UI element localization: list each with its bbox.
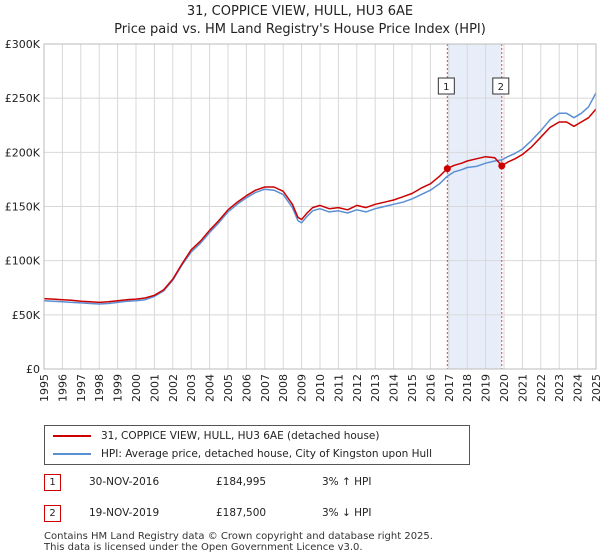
x-tick-label: 1997: [75, 374, 88, 402]
chart-legend: 31, COPPICE VIEW, HULL, HU3 6AE (detache…: [44, 425, 470, 465]
x-tick-label: 2008: [277, 374, 290, 402]
y-tick-label: £200K: [5, 146, 41, 159]
x-tick-label: 2017: [443, 374, 456, 402]
x-tick-label: 2001: [148, 374, 161, 402]
legend-item-hpi: HPI: Average price, detached house, City…: [53, 446, 432, 462]
x-tick-label: 1996: [56, 374, 69, 402]
transaction-badge-1: 1: [44, 473, 61, 491]
legend-swatch-property: [53, 435, 91, 437]
transaction-price-1: £184,995: [216, 476, 267, 488]
transaction-badge-2: 2: [44, 504, 61, 522]
price-chart: £0 £50K £100K £150K £200K £250K £300K 1995 1996 1…: [5, 38, 600, 402]
x-tick-label: 2020: [498, 374, 511, 402]
x-tick-label: 2004: [204, 374, 217, 402]
x-tick-label: 2019: [480, 374, 493, 402]
hpi-line: [43, 92, 597, 305]
x-tick-label: 1999: [112, 374, 125, 402]
x-tick-label: 2005: [222, 374, 235, 402]
legend-item-property: 31, COPPICE VIEW, HULL, HU3 6AE (detache…: [53, 428, 379, 444]
x-tick-label: 2002: [167, 374, 180, 402]
sale-label: 1: [443, 82, 449, 93]
x-tick-label: 2013: [369, 374, 382, 402]
transaction-date-1: 30-NOV-2016: [89, 476, 160, 488]
x-tick-label: 2000: [130, 374, 143, 402]
footer-copyright: Contains HM Land Registry data © Crown c…: [44, 531, 433, 542]
legend-swatch-hpi: [53, 453, 91, 455]
sale-point: [443, 165, 451, 173]
x-tick-label: 2024: [572, 374, 585, 402]
x-tick-label: 2003: [185, 374, 198, 402]
transaction-row-2: 2 19-NOV-2019 £187,500 3% ↓ HPI: [44, 504, 371, 522]
sale-label-box: [437, 77, 455, 95]
x-tick-label: 2018: [461, 374, 474, 402]
transaction-row-1: 1 30-NOV-2016 £184,995 3% ↑ HPI: [44, 473, 371, 491]
footer-licence: This data is licensed under the Open Gov…: [44, 542, 363, 553]
transaction-hpi-1: 3% ↑ HPI: [322, 476, 372, 488]
property-price-line: [43, 108, 597, 304]
x-tick-label: 2022: [535, 374, 548, 402]
y-tick-label: £0: [26, 363, 40, 376]
chart-subtitle: Price paid vs. HM Land Registry's House …: [114, 22, 486, 37]
y-tick-label: £150K: [5, 201, 41, 214]
x-tick-label: 2021: [516, 374, 529, 402]
x-tick-label: 2025: [590, 374, 600, 402]
legend-label-property: 31, COPPICE VIEW, HULL, HU3 6AE (detache…: [101, 430, 380, 442]
x-tick-label: 2012: [351, 374, 364, 402]
chart-title: 31, COPPICE VIEW, HULL, HU3 6AE: [186, 4, 414, 19]
footer: Contains HM Land Registry data © Crown c…: [44, 531, 433, 553]
x-tick-label: 2010: [314, 374, 327, 402]
x-tick-label: 2014: [388, 374, 401, 402]
transaction-hpi-2: 3% ↓ HPI: [322, 507, 372, 519]
x-tick-label: 2011: [332, 374, 345, 402]
x-tick-label: 2016: [424, 374, 437, 402]
x-tick-label: 2015: [406, 374, 419, 402]
x-tick-label: 1998: [93, 374, 106, 402]
sale-point: [498, 162, 506, 170]
sale-label: 2: [498, 82, 504, 93]
y-tick-label: £250K: [5, 92, 41, 105]
plot-frame: [43, 43, 597, 370]
x-tick-label: 2007: [259, 374, 272, 402]
transaction-date-2: 19-NOV-2019: [89, 507, 160, 519]
sale-label-box: [492, 77, 510, 95]
x-tick-label: 2006: [240, 374, 253, 402]
x-tick-label: 2023: [553, 374, 566, 402]
y-tick-label: £50K: [12, 309, 41, 322]
x-tick-label: 2009: [296, 374, 309, 402]
legend-label-hpi: HPI: Average price, detached house, City…: [101, 448, 432, 460]
transaction-price-2: £187,500: [216, 507, 267, 519]
x-tick-label: 1995: [38, 374, 51, 402]
y-tick-label: £300K: [5, 38, 41, 51]
y-tick-label: £100K: [5, 255, 41, 268]
